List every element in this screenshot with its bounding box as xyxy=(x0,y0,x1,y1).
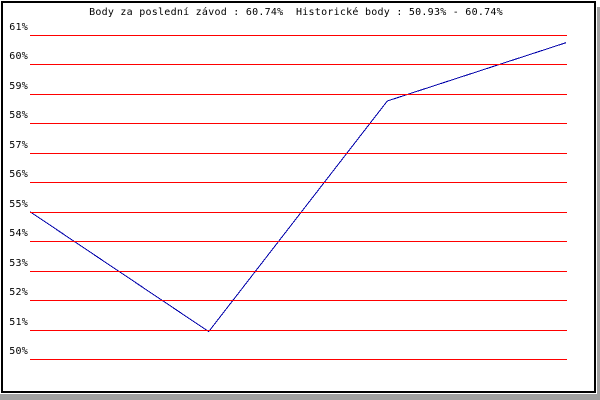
gridline-50 xyxy=(30,359,567,360)
gridline-60 xyxy=(30,64,567,65)
drop-shadow-right xyxy=(597,7,600,400)
gridline-51 xyxy=(30,330,567,331)
ytick-label-50: 50% xyxy=(9,346,28,357)
gridline-53 xyxy=(30,271,567,272)
ytick-label-51: 51% xyxy=(9,317,28,328)
ytick-label-56: 56% xyxy=(9,169,28,180)
ytick-label-53: 53% xyxy=(9,258,28,269)
chart-border xyxy=(1,1,596,393)
ytick-label-60: 60% xyxy=(9,51,28,62)
ytick-label-58: 58% xyxy=(9,110,28,121)
gridline-58 xyxy=(30,123,567,124)
ytick-label-55: 55% xyxy=(9,199,28,210)
gridline-59 xyxy=(30,94,567,95)
ytick-label-59: 59% xyxy=(9,81,28,92)
ytick-label-57: 57% xyxy=(9,140,28,151)
gridline-54 xyxy=(30,241,567,242)
gridline-55 xyxy=(30,212,567,213)
drop-shadow-bottom xyxy=(0,394,600,400)
points-line xyxy=(29,42,567,333)
gridline-61 xyxy=(30,35,567,36)
ytick-label-61: 61% xyxy=(9,22,28,33)
ytick-label-52: 52% xyxy=(9,287,28,298)
ytick-label-54: 54% xyxy=(9,228,28,239)
gridline-57 xyxy=(30,153,567,154)
chart-title: Body za poslední závod : 60.74% Historic… xyxy=(89,7,503,18)
gridline-52 xyxy=(30,300,567,301)
gridline-56 xyxy=(30,182,567,183)
